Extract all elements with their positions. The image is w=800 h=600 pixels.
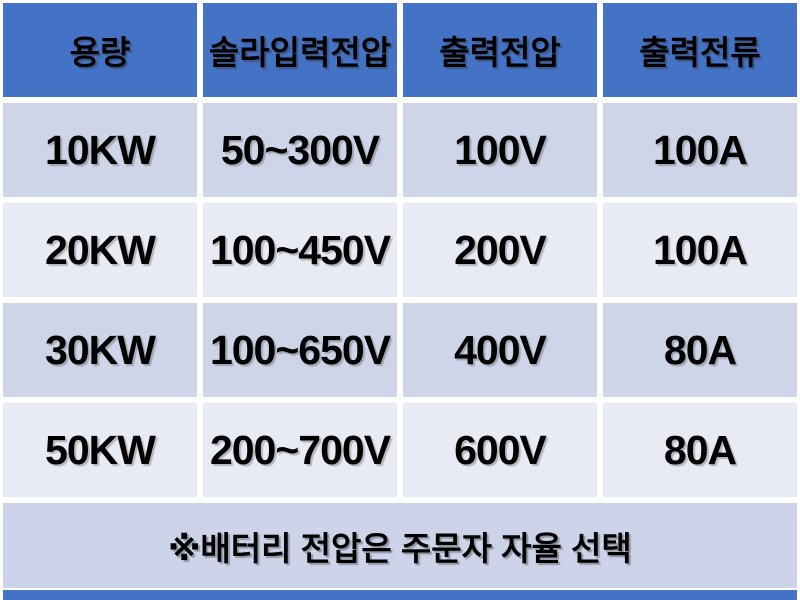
cell-output-voltage-20kw: 200V <box>403 203 597 297</box>
header-cell-output-current: 출력전류 <box>603 3 797 97</box>
cell-output-current-10kw: 100A <box>603 103 797 197</box>
cell-capacity-30kw: 30KW <box>3 303 197 397</box>
cell-output-current-50kw: 80A <box>603 403 797 497</box>
cell-output-current-20kw: 100A <box>603 203 797 297</box>
cell-output-current-30kw: 80A <box>603 303 797 397</box>
header-cell-output-voltage: 출력전압 <box>403 3 597 97</box>
cell-capacity-10kw: 10KW <box>3 103 197 197</box>
cell-solar-input-10kw: 50~300V <box>203 103 397 197</box>
bottom-accent-bar <box>3 590 797 600</box>
cell-output-voltage-50kw: 600V <box>403 403 597 497</box>
cell-output-voltage-30kw: 400V <box>403 303 597 397</box>
cell-solar-input-20kw: 100~450V <box>203 203 397 297</box>
cell-capacity-20kw: 20KW <box>3 203 197 297</box>
cell-output-voltage-10kw: 100V <box>403 103 597 197</box>
header-cell-capacity: 용량 <box>3 3 197 97</box>
cell-capacity-50kw: 50KW <box>3 403 197 497</box>
cell-solar-input-30kw: 100~650V <box>203 303 397 397</box>
cell-solar-input-50kw: 200~700V <box>203 403 397 497</box>
spec-table: 용량 솔라입력전압 출력전압 출력전류 10KW 50~300V 100V 10… <box>3 3 797 588</box>
header-cell-solar-input-voltage: 솔라입력전압 <box>203 3 397 97</box>
battery-voltage-footnote: ※배터리 전압은 주문자 자율 선택 <box>3 503 797 588</box>
